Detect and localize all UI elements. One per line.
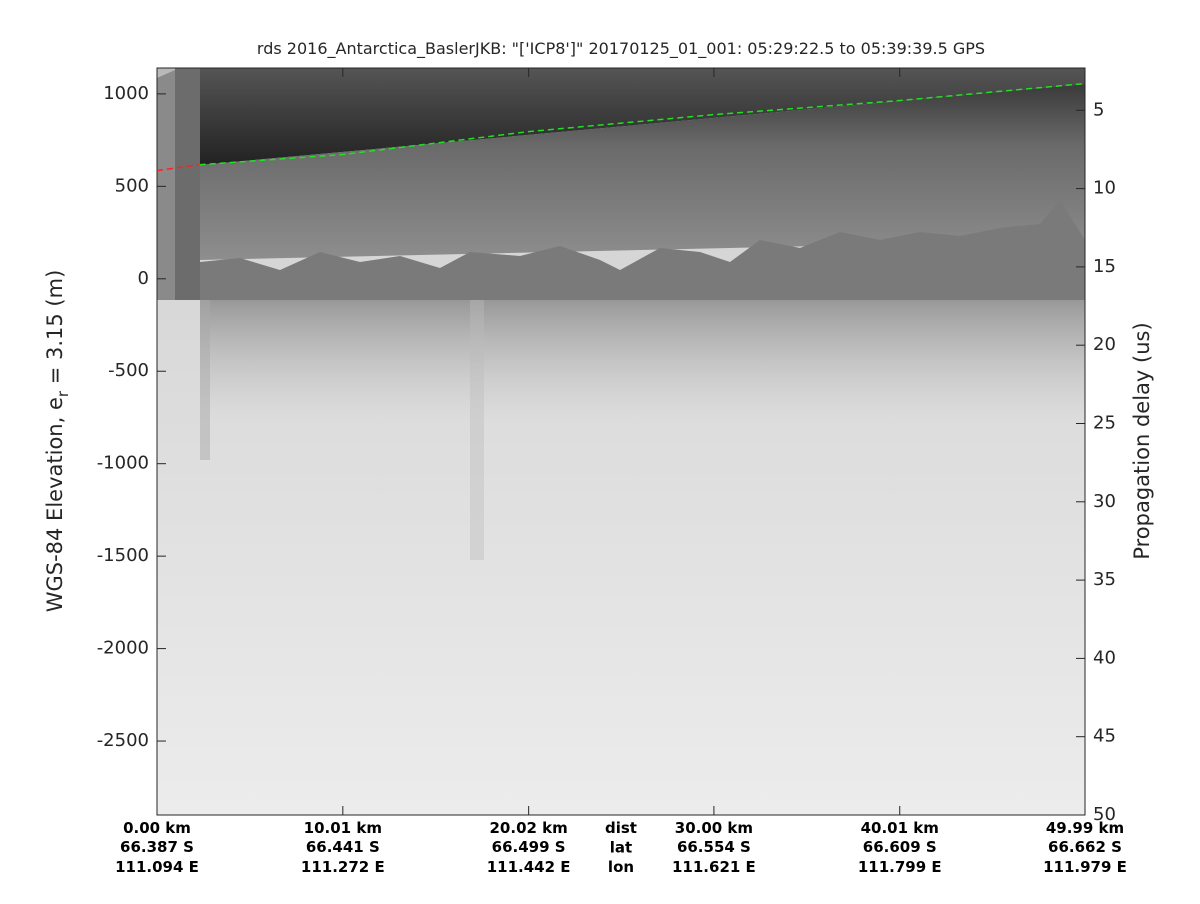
- surface-line: [199, 82, 1086, 166]
- x-tick-lon: 111.799 E: [858, 858, 942, 876]
- y-label-text: = 3.15 (m): [43, 270, 67, 391]
- y-label-text: WGS-84 Elevation, e: [43, 397, 67, 612]
- y2-tick-label: 10: [1093, 178, 1116, 199]
- y-tick-label: -500: [108, 360, 149, 381]
- y-tick-label: -2000: [97, 638, 149, 659]
- y-tick-label: 500: [115, 175, 149, 196]
- x-tick-label: 20.02 km: [490, 819, 568, 837]
- x-tick-lon: 111.442 E: [487, 858, 571, 876]
- y2-tick-label: 15: [1093, 256, 1116, 277]
- y-tick-label: -1500: [97, 545, 149, 566]
- y-axis-label: WGS-84 Elevation, er = 3.15 (m): [43, 270, 72, 613]
- x-tick-lat: 66.499 S: [492, 838, 566, 856]
- y-label-sub: r: [54, 390, 72, 397]
- x-tick-lon: 111.094 E: [115, 858, 199, 876]
- y2-tick-label: 35: [1093, 569, 1116, 590]
- x-tick-lat: 66.609 S: [863, 838, 937, 856]
- x-tick-lon: 111.621 E: [672, 858, 756, 876]
- y2-tick-label: 50: [1093, 804, 1116, 825]
- x-tick-lon: 111.272 E: [301, 858, 385, 876]
- y-tick-label: -2500: [97, 730, 149, 751]
- x-tick-lat: 66.554 S: [677, 838, 751, 856]
- surface-line: [156, 163, 200, 172]
- axes-box: [156, 67, 1086, 816]
- chart-title: rds 2016_Antarctica_BaslerJKB: "['ICP8']…: [257, 39, 985, 59]
- radargram: [157, 68, 1085, 815]
- x-row-name: lon: [608, 858, 634, 876]
- x-tick-label: 40.01 km: [861, 819, 939, 837]
- y-tick-label: 1000: [103, 83, 149, 104]
- x-tick-lat: 66.441 S: [306, 838, 380, 856]
- x-tick-lat: 66.387 S: [120, 838, 194, 856]
- y-tick-label: 0: [138, 268, 149, 289]
- x-row-name: dist: [605, 819, 637, 837]
- y2-tick-label: 40: [1093, 647, 1116, 668]
- x-tick-lat: 66.662 S: [1048, 838, 1122, 856]
- x-tick-lon: 111.979 E: [1043, 858, 1127, 876]
- x-tick-label: 0.00 km: [123, 819, 191, 837]
- y2-tick-label: 20: [1093, 334, 1116, 355]
- x-tick-label: 30.00 km: [675, 819, 753, 837]
- y2-tick-label: 30: [1093, 491, 1116, 512]
- x-tick-label: 10.01 km: [304, 819, 382, 837]
- y-tick-label: -1000: [97, 453, 149, 474]
- y2-tick-label: 5: [1093, 99, 1104, 120]
- y2-tick-label: 45: [1093, 726, 1116, 747]
- x-row-name: lat: [610, 839, 632, 857]
- y2-axis-label: Propagation delay (us): [1130, 322, 1154, 559]
- x-tick-label: 49.99 km: [1046, 819, 1124, 837]
- y2-tick-label: 25: [1093, 412, 1116, 433]
